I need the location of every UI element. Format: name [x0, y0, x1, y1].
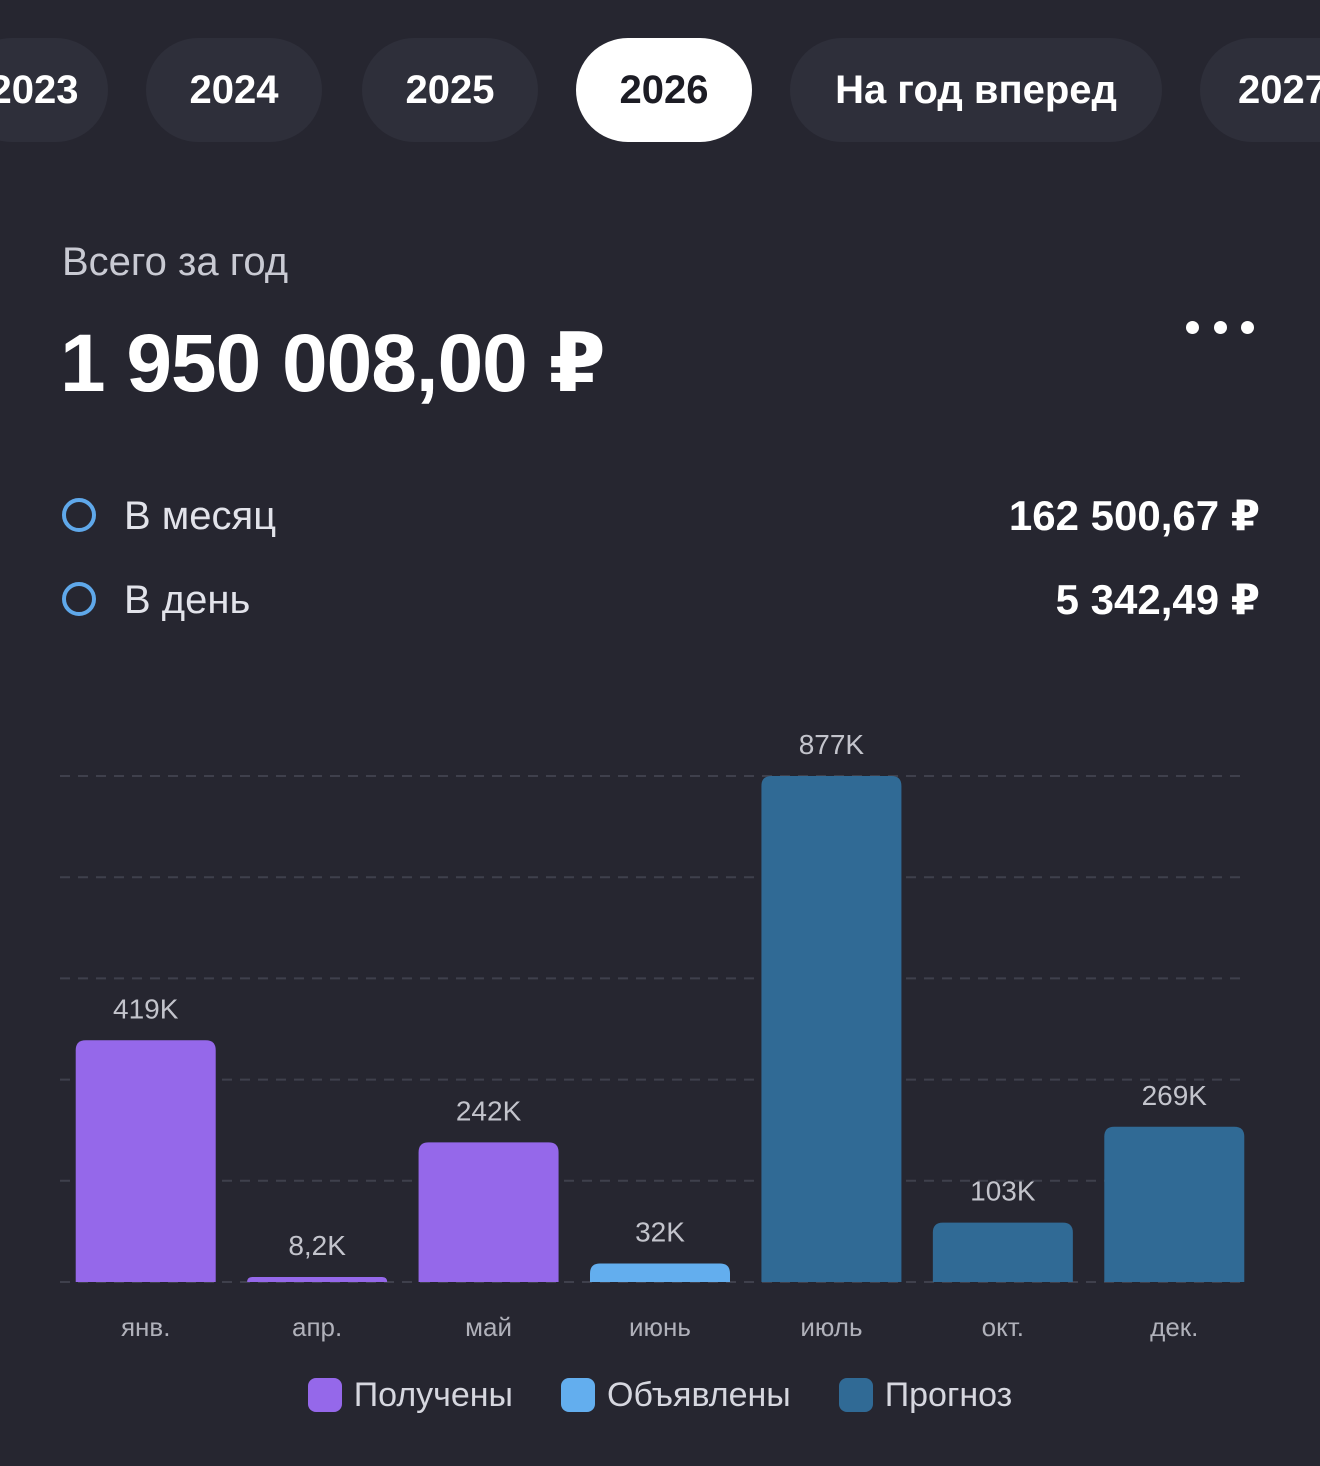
tab-label: 2023	[0, 67, 79, 112]
tab-label: 2024	[189, 67, 279, 112]
bar-янв.[interactable]	[75, 1040, 216, 1282]
bar-июль[interactable]	[761, 776, 902, 1282]
legend-item-forecast[interactable]: Прогноз	[838, 1370, 1013, 1420]
x-tick-label: янв.	[121, 1312, 170, 1342]
tab-label: 2026	[619, 67, 709, 112]
tab-year-ahead[interactable]: На год вперед	[790, 38, 1162, 142]
per-day-value: 5 342,49 ₽	[1055, 576, 1260, 623]
tab-2027[interactable]: 2027	[1200, 38, 1320, 142]
tab-label: На год вперед	[835, 67, 1117, 112]
x-tick-label: июль	[800, 1312, 862, 1342]
legend-label: Прогноз	[884, 1375, 1013, 1414]
bar-апр.[interactable]	[247, 1277, 388, 1282]
total-label: Всего за год	[62, 240, 289, 284]
x-tick-label: май	[465, 1312, 512, 1342]
bar-value-label: 269K	[1142, 1080, 1208, 1111]
legend-label: Объявлены	[607, 1375, 791, 1414]
payout-bar-chart: 419K янв. 8,2K апр. 242K май 32K июнь 877K июль 10…	[60, 729, 1248, 1342]
x-tick-label: июнь	[629, 1312, 691, 1342]
tab-2024[interactable]: 2024	[146, 38, 322, 142]
x-tick-label: окт.	[982, 1312, 1024, 1342]
year-tabs: 2023 2024 2025 2026 На год вперед 2027	[0, 0, 1320, 180]
more-horizontal-icon[interactable]	[1186, 318, 1254, 336]
bar-value-label: 103K	[970, 1176, 1036, 1207]
chart-legend: Получены Объявлены Прогноз	[0, 1370, 1320, 1420]
bar-дек.[interactable]	[1104, 1126, 1245, 1282]
legend-label: Получены	[353, 1375, 513, 1414]
legend-swatch-forecast	[838, 1378, 873, 1412]
x-tick-label: апр.	[292, 1312, 342, 1342]
bar-value-label: 877K	[799, 729, 865, 760]
tab-label: 2027	[1238, 67, 1320, 112]
per-month-row[interactable]: В месяц 162 500,67 ₽	[60, 488, 1260, 548]
bar-окт.[interactable]	[932, 1222, 1073, 1282]
tab-2023[interactable]: 2023	[0, 38, 108, 142]
bar-май[interactable]	[418, 1142, 559, 1282]
bar-value-label: 32K	[635, 1217, 685, 1248]
per-month-value: 162 500,67 ₽	[1008, 492, 1260, 539]
per-month-label: В месяц	[124, 494, 277, 538]
radio-icon[interactable]	[62, 498, 96, 532]
per-day-row[interactable]: В день 5 342,49 ₽	[60, 572, 1260, 632]
bar-июнь[interactable]	[590, 1263, 730, 1282]
x-tick-label: дек.	[1150, 1312, 1198, 1342]
radio-icon[interactable]	[62, 582, 96, 616]
total-value: 1 950 008,00 ₽	[60, 318, 606, 409]
tab-2026[interactable]: 2026	[576, 38, 752, 142]
bar-value-label: 242K	[456, 1095, 522, 1126]
bar-value-label: 419K	[113, 993, 179, 1024]
tab-2025[interactable]: 2025	[362, 38, 538, 142]
legend-swatch-announced	[561, 1378, 595, 1412]
bar-value-label: 8,2K	[288, 1230, 346, 1261]
legend-swatch-received	[307, 1378, 342, 1412]
tab-label: 2025	[405, 67, 495, 112]
legend-item-announced[interactable]: Объявлены	[561, 1370, 791, 1420]
per-day-label: В день	[124, 578, 251, 622]
legend-item-received[interactable]: Получены	[307, 1370, 513, 1420]
